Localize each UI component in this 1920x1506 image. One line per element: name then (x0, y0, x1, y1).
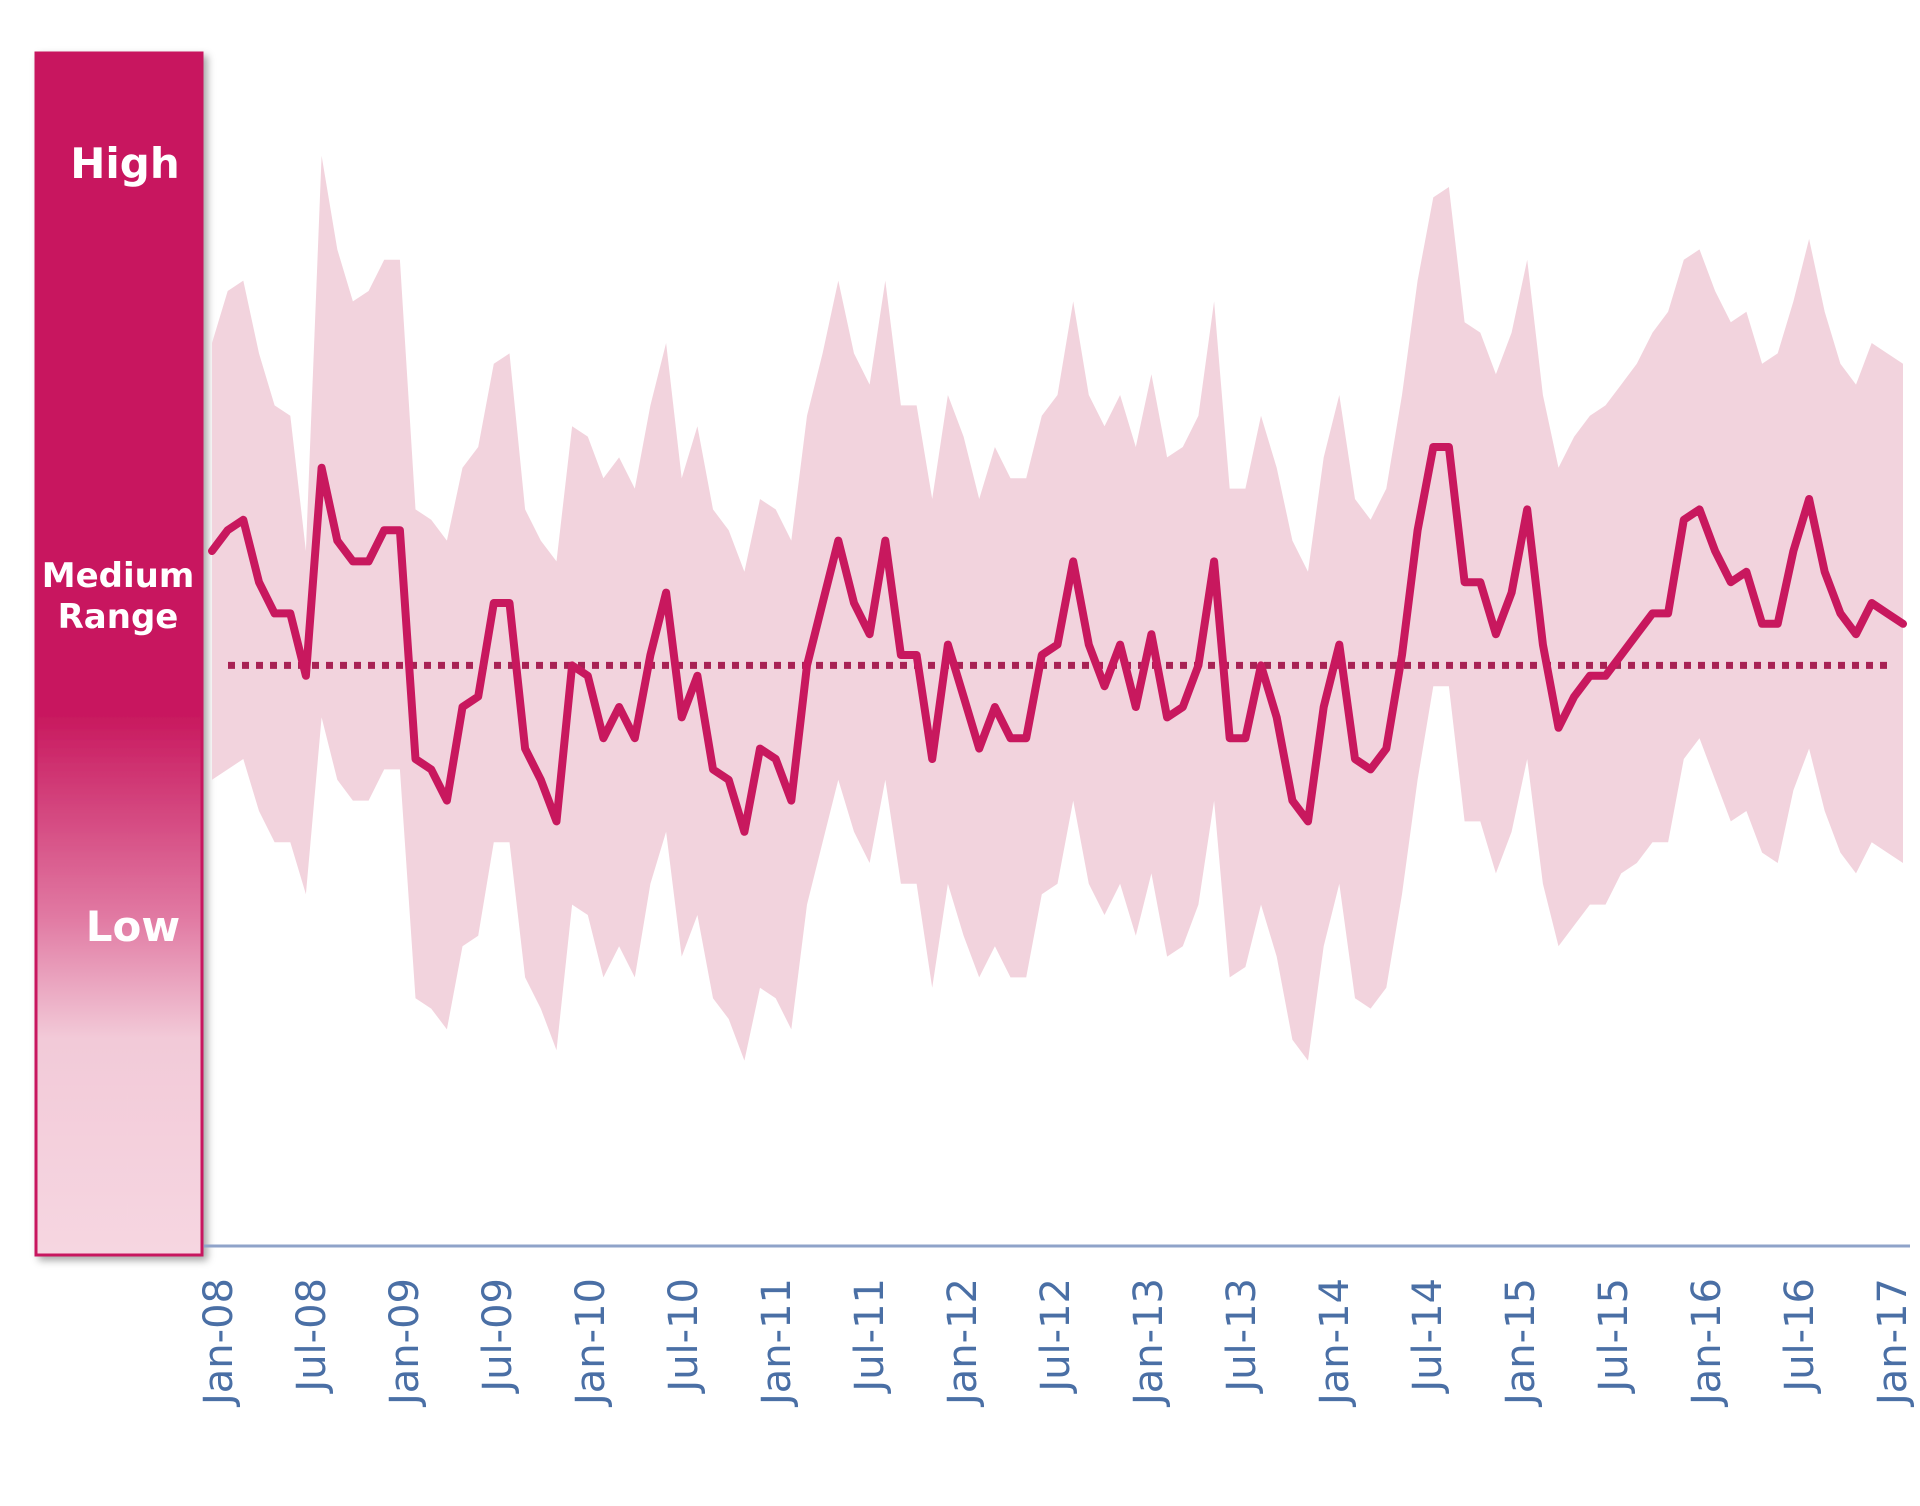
series-line-layer (208, 443, 1907, 836)
x-tick-layer: Jan-08 Jul-08 Jan-09 Jul-09 Jan-10 Jul-10 Jan-… (196, 1278, 1916, 1408)
x-tick-label: Jul-12 (1033, 1278, 1079, 1395)
x-tick-label: Jan-12 (940, 1278, 986, 1408)
x-tick-label: Jul-14 (1405, 1278, 1451, 1395)
x-tick-label: Jul-09 (475, 1278, 521, 1395)
x-tick-label: Jan-16 (1684, 1278, 1730, 1408)
x-tick-label: Jan-15 (1498, 1278, 1544, 1408)
x-tick-label: Jan-14 (1312, 1278, 1358, 1408)
range-band-layer (212, 155, 1903, 1061)
x-tick-label: Jul-10 (661, 1278, 707, 1395)
x-tick-label: Jul-15 (1591, 1278, 1637, 1395)
x-tick-label: Jul-11 (847, 1278, 893, 1395)
x-tick-label: Jul-08 (289, 1278, 335, 1395)
band-label: High (70, 139, 180, 188)
x-tick-label: Jan-10 (568, 1278, 614, 1408)
x-tick-label: Jul-13 (1219, 1278, 1265, 1395)
band-label-layer: High Medium Range Low (42, 139, 195, 951)
band-label: Low (86, 902, 180, 951)
scale-bar (34, 51, 204, 1257)
x-tick-label: Jan-17 (1870, 1278, 1916, 1408)
band-label: Medium Range (42, 556, 195, 637)
range-band (212, 155, 1903, 1061)
x-tick-label: Jan-08 (196, 1278, 242, 1408)
x-tick-label: Jan-11 (754, 1278, 800, 1408)
x-tick-label: Jul-16 (1777, 1278, 1823, 1395)
x-tick-label: Jan-13 (1126, 1278, 1172, 1408)
x-tick-label: Jan-09 (382, 1278, 428, 1408)
series-line-index (208, 443, 1907, 836)
